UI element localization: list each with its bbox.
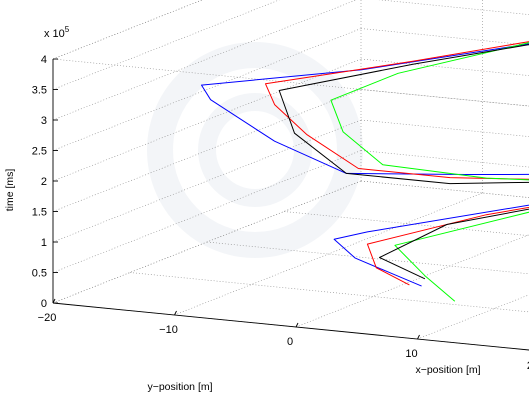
watermark-logo xyxy=(147,42,363,258)
z-tick-label: 3 xyxy=(41,115,47,127)
grid-wall-z-left xyxy=(52,28,362,151)
grid-wall-z-back xyxy=(378,0,529,15)
grid-wall-z-back xyxy=(360,58,529,76)
y-tick-label: 0 xyxy=(287,336,293,348)
grid-wall-z-back xyxy=(360,89,529,107)
z-exponent-label: x 105 xyxy=(44,25,70,40)
y-tick-label: 10 xyxy=(405,348,417,360)
series-line-4 xyxy=(278,44,529,280)
y-tick-label: 20 xyxy=(527,360,529,372)
grid-wall-z-back xyxy=(360,180,529,198)
z-tick-label: 2 xyxy=(41,176,47,188)
z-tick-label: 1 xyxy=(41,237,47,249)
series-line-1 xyxy=(201,43,529,287)
grid-floor-x xyxy=(129,272,529,313)
grid-floor-y xyxy=(174,192,483,316)
z-tick-label: 2.5 xyxy=(32,146,47,158)
grid-wall-z-left xyxy=(52,0,280,90)
grid-lines xyxy=(52,0,529,351)
grid-wall-z-back xyxy=(360,28,529,46)
z-axis-label: time [ms] xyxy=(4,169,16,212)
grid-floor-x xyxy=(283,211,529,236)
grid-wall-z-left xyxy=(52,119,362,243)
y-tick-mark xyxy=(174,310,177,316)
grid-wall-z-back xyxy=(360,150,529,168)
grid-wall-z-left xyxy=(52,89,362,212)
grid-wall-z-left xyxy=(52,0,357,121)
grid-floor-x xyxy=(206,241,529,275)
z-tick-label: 0 xyxy=(41,298,47,310)
z-tick-label: 1.5 xyxy=(32,207,47,219)
z-tick-label: 3.5 xyxy=(32,85,47,97)
series-line-3 xyxy=(330,42,529,302)
z-tick-label: 0.5 xyxy=(32,268,47,280)
y-tick-label: −10 xyxy=(159,324,178,336)
tick-labels: 00.511.522.533.54−20−10010201050−5−10 xyxy=(32,54,529,372)
z-exponent-power: 5 xyxy=(65,25,70,34)
series-line-2 xyxy=(265,41,529,286)
y-tick-mark xyxy=(52,298,56,304)
z-exponent-base: x 10 xyxy=(44,28,65,40)
y-tick-mark xyxy=(295,322,299,328)
grid-wall-z-left xyxy=(52,180,362,304)
y-tick-label: −20 xyxy=(38,312,57,324)
series-group xyxy=(201,41,529,302)
grid-wall-z-left xyxy=(52,0,203,60)
grid-wall-z-left xyxy=(52,58,362,182)
axis-lines xyxy=(52,58,529,351)
grid-wall-z-left xyxy=(52,150,362,273)
y-tick-mark xyxy=(417,334,420,340)
y-axis-label: y−position [m] xyxy=(147,381,212,393)
grid-wall-z-back xyxy=(360,119,529,137)
grid-floor-y xyxy=(295,234,529,328)
grid-box-edge xyxy=(52,58,529,107)
grid-box-edge xyxy=(52,0,203,60)
z-tick-label: 4 xyxy=(41,54,47,66)
grid-wall-z-back xyxy=(361,0,529,16)
x-axis-label: x−position [m] xyxy=(415,364,480,376)
